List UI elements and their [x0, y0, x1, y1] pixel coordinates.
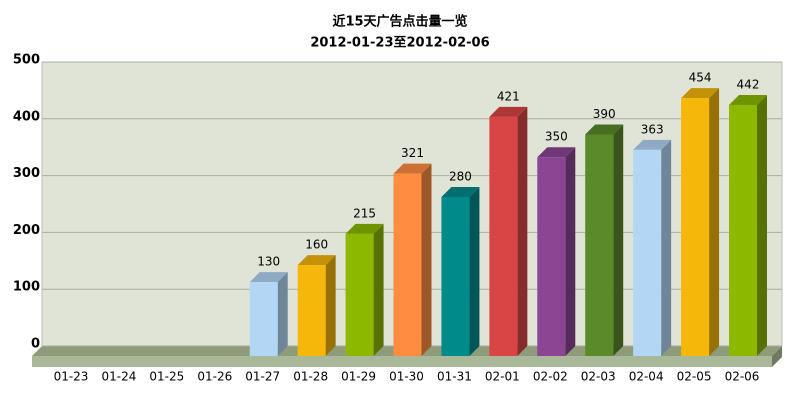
y-tick-label: 100	[13, 280, 40, 295]
bar-group: 321 01-30	[389, 146, 432, 384]
bar-group: 421 02-01	[485, 89, 528, 384]
bar-group: 442 02-06	[725, 77, 767, 384]
x-tick-label: 02-01	[485, 370, 520, 384]
x-tick-label: 01-30	[389, 370, 424, 384]
bar	[585, 134, 614, 356]
bar-side	[613, 124, 624, 356]
bar-side	[565, 147, 576, 356]
value-label: 350	[545, 130, 568, 144]
floor-front	[32, 356, 772, 367]
value-label: 390	[593, 107, 616, 121]
x-tick-label: 01-25	[149, 370, 184, 384]
value-label: 442	[737, 77, 760, 91]
floor-side	[772, 346, 782, 367]
bar	[441, 196, 470, 356]
value-label: 280	[449, 169, 472, 183]
x-tick-label: 01-28	[293, 370, 328, 384]
value-label: 363	[641, 122, 664, 136]
value-label: 321	[401, 146, 424, 160]
bar	[489, 116, 518, 356]
bar-top	[537, 147, 576, 158]
bar-top	[441, 186, 480, 197]
bar-top	[489, 106, 528, 117]
bar-group: 363 02-04	[629, 122, 672, 384]
x-tick-label: 01-26	[197, 370, 232, 384]
x-tick-label: 01-23	[54, 370, 89, 384]
bar	[633, 149, 662, 356]
bar-side	[325, 255, 336, 356]
bar	[345, 233, 374, 356]
bar-group: 01-23	[54, 370, 89, 384]
value-label: 160	[305, 238, 328, 252]
y-tick-label: 400	[13, 109, 40, 124]
bar-side	[373, 223, 384, 356]
bar	[249, 282, 278, 356]
bar	[393, 173, 422, 356]
bar-top	[249, 272, 288, 283]
chart-subtitle: 2012-01-23至2012-02-06	[310, 36, 489, 51]
value-label: 130	[257, 255, 280, 269]
x-tick-label: 02-05	[677, 370, 712, 384]
x-tick-label: 02-04	[629, 370, 664, 384]
y-tick-label: 300	[13, 166, 40, 181]
x-tick-label: 02-02	[533, 370, 568, 384]
bar-group: 454 02-05	[677, 71, 720, 384]
bar-top	[585, 124, 624, 135]
x-tick-label: 02-06	[725, 370, 760, 384]
bar-top	[345, 223, 384, 234]
x-tick-label: 02-03	[581, 370, 616, 384]
bar-group: 01-26	[197, 370, 232, 384]
bar-top	[681, 88, 720, 99]
bar-side	[277, 272, 288, 356]
bar-side	[421, 163, 432, 356]
bar-group: 160 01-28	[293, 238, 336, 384]
bar-top	[729, 94, 767, 105]
chart-title: 近15天广告点击量一览	[332, 14, 467, 30]
bar-top	[297, 255, 336, 266]
bar-side	[709, 88, 720, 357]
bar-group: 130 01-27	[245, 255, 288, 384]
x-tick-label: 01-27	[245, 370, 280, 384]
bar-side	[469, 186, 480, 356]
value-label: 215	[353, 206, 376, 220]
bar	[681, 98, 710, 357]
bar-group: 01-25	[149, 370, 184, 384]
bar-group: 280 01-31	[437, 169, 480, 384]
y-tick-label: 0	[31, 337, 40, 352]
bar	[537, 157, 566, 356]
y-tick-label: 200	[13, 223, 40, 238]
bar-group: 350 02-02	[533, 130, 576, 384]
bar	[729, 104, 757, 356]
x-tick-label: 01-24	[101, 370, 136, 384]
bar-top	[633, 139, 672, 150]
bar-top	[393, 163, 432, 174]
bar-group: 390 02-03	[581, 107, 624, 384]
bar-group: 215 01-29	[341, 206, 384, 384]
bar-side	[517, 106, 528, 356]
bar-group: 01-24	[101, 370, 136, 384]
value-label: 421	[497, 89, 520, 103]
y-tick-label: 500	[13, 53, 40, 68]
bar-side	[757, 94, 767, 356]
value-label: 454	[689, 71, 712, 85]
x-tick-label: 01-31	[437, 370, 472, 384]
bar-side	[661, 139, 672, 356]
x-tick-label: 01-29	[341, 370, 376, 384]
bar	[297, 265, 326, 356]
